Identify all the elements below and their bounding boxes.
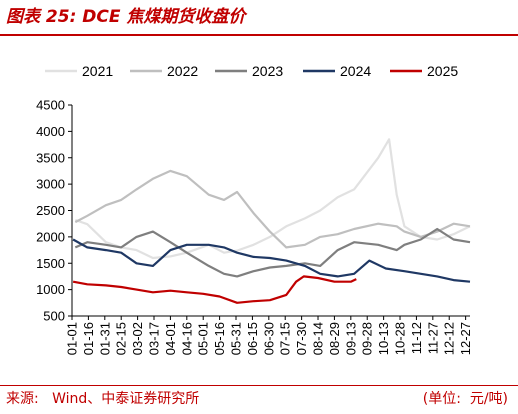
y-tick-label: 4000 — [36, 124, 65, 139]
chart-axes: 500 1000 1500 2000 2500 3000 3500 4000 4500 01-01… — [36, 98, 473, 356]
legend-label-2022: 2022 — [167, 63, 198, 79]
y-tick-label: 1500 — [36, 256, 65, 271]
source-note: 来源: Wind、中泰证券研究所 — [6, 391, 200, 407]
x-tick-label: 01-01 — [65, 322, 80, 355]
line-chart: 2021 2022 2023 2024 2025 500 1000 1500 2000 2500… — [36, 63, 473, 356]
x-tick-label: 05-31 — [229, 322, 244, 355]
x-tick-label: 07-30 — [294, 322, 309, 355]
x-tick-label: 09-13 — [343, 322, 358, 355]
x-tick-label: 11-12 — [409, 322, 424, 354]
x-tick-label: 10-28 — [393, 322, 408, 355]
y-tick-label: 3000 — [36, 177, 65, 192]
series-line-2025 — [72, 275, 357, 304]
x-tick-label: 07-15 — [278, 322, 293, 355]
legend-label-2025: 2025 — [427, 63, 458, 79]
series-line-2024 — [72, 238, 471, 283]
x-tick-label: 08-14 — [311, 322, 326, 355]
x-tick-label: 09-28 — [360, 322, 375, 355]
unit-note: (单位: 元/吨) — [422, 391, 508, 407]
y-tick-label: 500 — [43, 309, 65, 324]
series-line-2023 — [74, 227, 471, 278]
y-tick-label: 1000 — [36, 282, 65, 297]
y-tick-label: 3500 — [36, 150, 65, 165]
figure-title: 图表 25: DCE 焦煤期货收盘价 — [6, 7, 246, 27]
x-tick-label: 05-16 — [212, 322, 227, 355]
title-divider — [0, 34, 518, 36]
chart-legend: 2021 2022 2023 2024 2025 — [45, 63, 458, 79]
series-line-2022 — [74, 169, 471, 249]
x-tick-label: 01-16 — [81, 322, 96, 355]
footer-divider — [0, 385, 518, 386]
x-tick-label: 01-31 — [97, 322, 112, 355]
chart-series — [72, 138, 471, 304]
y-tick-label: 4500 — [36, 98, 65, 113]
x-tick-label: 12-12 — [442, 322, 457, 355]
x-tick-label: 04-01 — [163, 322, 178, 355]
x-tick-label: 03-02 — [130, 322, 145, 355]
x-tick-label: 04-16 — [179, 322, 194, 355]
x-tick-label: 02-15 — [114, 322, 129, 355]
series-line-2021 — [74, 138, 471, 260]
x-tick-label: 03-17 — [147, 322, 162, 355]
legend-label-2021: 2021 — [82, 63, 113, 79]
x-tick-label: 10-13 — [376, 322, 391, 355]
x-tick-label: 12-27 — [458, 322, 473, 355]
legend-label-2023: 2023 — [252, 63, 283, 79]
x-tick-label: 06-30 — [261, 322, 276, 355]
y-tick-label: 2500 — [36, 203, 65, 218]
x-tick-label: 11-27 — [425, 322, 440, 354]
x-tick-label: 05-01 — [196, 322, 211, 355]
x-tick-label: 06-15 — [245, 322, 260, 355]
legend-label-2024: 2024 — [340, 63, 371, 79]
y-tick-label: 2000 — [36, 229, 65, 244]
x-tick-label: 08-29 — [327, 322, 342, 355]
